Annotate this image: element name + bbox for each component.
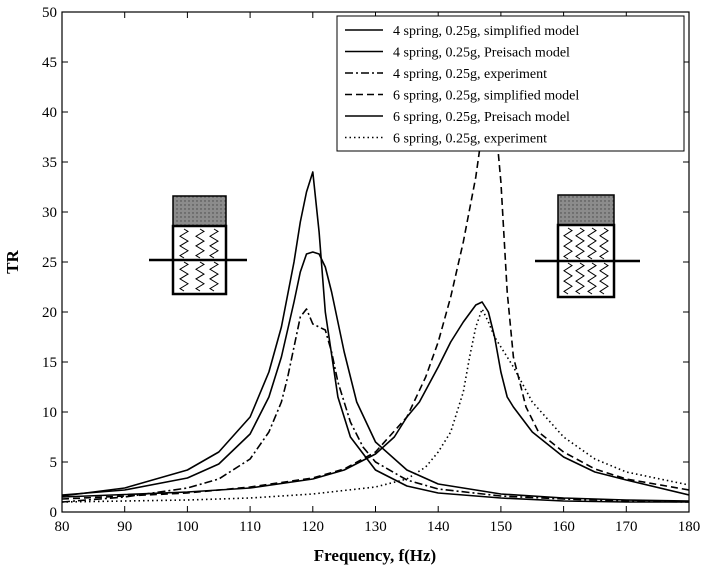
legend: 4 spring, 0.25g, simplified model 4 sprin… bbox=[336, 15, 685, 152]
four-spring-schematic bbox=[149, 195, 247, 296]
legend-entry: 4 spring, 0.25g, experiment bbox=[393, 67, 547, 82]
y-tick-label: 15 bbox=[42, 355, 57, 371]
six-spring-schematic bbox=[535, 194, 640, 299]
series-line-3 bbox=[62, 308, 689, 503]
y-tick-label: 30 bbox=[42, 205, 57, 221]
y-tick-label: 20 bbox=[42, 305, 57, 321]
y-tick-label: 45 bbox=[42, 55, 57, 71]
series-line-6 bbox=[62, 308, 689, 503]
x-tick-label: 160 bbox=[552, 519, 575, 535]
y-tick-label: 35 bbox=[42, 155, 57, 171]
series-line-4 bbox=[62, 101, 689, 500]
y-axis-title: TR bbox=[3, 249, 22, 273]
x-tick-label: 80 bbox=[55, 519, 70, 535]
x-tick-label: 150 bbox=[490, 519, 513, 535]
legend-entry: 4 spring, 0.25g, simplified model bbox=[393, 24, 579, 39]
axes-ticks: 80 90 100 110 120 130 140 150 160 170 180 0 5 10 15 20 2… bbox=[42, 5, 700, 535]
x-tick-label: 90 bbox=[117, 519, 132, 535]
x-tick-label: 170 bbox=[615, 519, 638, 535]
y-tick-label: 5 bbox=[50, 455, 58, 471]
x-tick-label: 110 bbox=[239, 519, 261, 535]
legend-entry: 6 spring, 0.25g, simplified model bbox=[393, 89, 579, 104]
y-tick-label: 0 bbox=[50, 505, 58, 521]
series-line-2 bbox=[62, 251, 689, 502]
y-tick-label: 40 bbox=[42, 105, 57, 121]
legend-box bbox=[336, 15, 685, 152]
y-tick-label: 10 bbox=[42, 405, 57, 421]
x-tick-label: 120 bbox=[302, 519, 325, 535]
y-tick-label: 25 bbox=[42, 255, 57, 271]
series-layer bbox=[62, 101, 689, 503]
series-line-1 bbox=[62, 171, 689, 503]
x-tick-label: 130 bbox=[364, 519, 387, 535]
y-tick-label: 50 bbox=[42, 5, 57, 21]
legend-entry: 6 spring, 0.25g, experiment bbox=[393, 132, 547, 147]
legend-entry: 4 spring, 0.25g, Preisach model bbox=[393, 46, 570, 61]
x-axis-title: Frequency, f(Hz) bbox=[314, 546, 436, 565]
x-tick-label: 140 bbox=[427, 519, 450, 535]
legend-entry: 6 spring, 0.25g, Preisach model bbox=[393, 110, 570, 125]
x-tick-label: 100 bbox=[176, 519, 199, 535]
series-line-5 bbox=[62, 301, 689, 498]
x-tick-label: 180 bbox=[678, 519, 701, 535]
